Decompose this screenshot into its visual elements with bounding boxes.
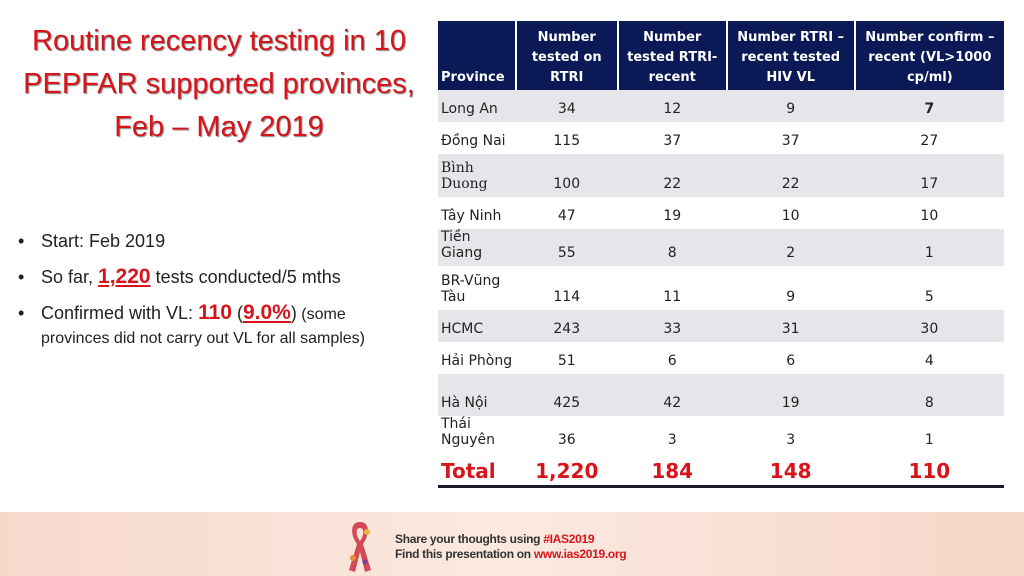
table-cell: 51 bbox=[557, 353, 576, 369]
bullet-list: Start: Feb 2019 So far, 1,220 tests condu… bbox=[18, 230, 418, 364]
table-cell: 37 bbox=[781, 133, 800, 149]
table-cell: 4 bbox=[924, 353, 934, 369]
table-cell: 30 bbox=[920, 321, 939, 337]
bullet-text: Confirmed with VL: bbox=[41, 303, 199, 323]
table-cell: Long An bbox=[441, 101, 498, 117]
table-row: Thái Nguyên 36 3 3 1 bbox=[438, 416, 1004, 453]
header-cell: Number RTRI – recent tested HIV VL bbox=[725, 21, 855, 90]
table-cell: 11 bbox=[663, 289, 682, 305]
footer-text: Find this presentation on bbox=[395, 547, 534, 561]
table-cell: 42 bbox=[663, 395, 682, 411]
table-cell: 1 bbox=[924, 432, 934, 448]
bullet-text: ( bbox=[231, 303, 243, 323]
bullet-text: Start: Feb 2019 bbox=[41, 231, 166, 251]
slide-title: Routine recency testing in 10 PEPFAR sup… bbox=[23, 25, 415, 143]
table-cell: Bình Duong bbox=[441, 160, 488, 192]
table-cell: 47 bbox=[557, 208, 576, 224]
table-cell: 3 bbox=[786, 432, 796, 448]
footer-line: Find this presentation on www.ias2019.or… bbox=[395, 547, 627, 562]
header-cell: Number confirm – recent (VL>1000 cp/ml) bbox=[853, 21, 1004, 90]
data-table: Province Number tested on RTRI Number test… bbox=[438, 21, 1004, 488]
bullet-text: 1,220 bbox=[98, 265, 151, 288]
header-cell: Province bbox=[438, 21, 516, 90]
table-cell: Thái Nguyên bbox=[441, 416, 496, 448]
table-cell: 22 bbox=[781, 176, 800, 192]
bullet-text: So far, bbox=[41, 267, 99, 287]
total-cell: 184 bbox=[617, 453, 727, 488]
table-cell: 22 bbox=[663, 176, 682, 192]
bullet-text: tests conducted/5 mths bbox=[150, 267, 341, 287]
table-cell: 3 bbox=[667, 432, 677, 448]
table-cell: 37 bbox=[663, 133, 682, 149]
table-cell: 6 bbox=[667, 353, 677, 369]
table-row: Bình Duong 100 22 22 17 bbox=[438, 154, 1004, 197]
table-cell: 19 bbox=[781, 395, 800, 411]
bullet-text: ) bbox=[290, 303, 297, 323]
ribbon-icon bbox=[349, 522, 371, 572]
total-cell: 110 bbox=[854, 453, 1004, 488]
total-cell: 1,220 bbox=[515, 453, 618, 488]
footer-text: #IAS2019 bbox=[543, 532, 595, 546]
table-cell: 34 bbox=[557, 101, 576, 117]
table-cell: 31 bbox=[781, 321, 800, 337]
table-row: HCMC 243 33 31 30 bbox=[438, 310, 1004, 342]
bullet: So far, 1,220 tests conducted/5 mths bbox=[18, 265, 418, 289]
table-cell: 27 bbox=[920, 133, 939, 149]
table-cell: HCMC bbox=[441, 321, 484, 337]
table-cell: Đồng Nai bbox=[441, 133, 506, 149]
bullet-text: (some provinces did not carry out VL for… bbox=[41, 306, 365, 347]
table-cell: 10 bbox=[781, 208, 800, 224]
header-cell: Number tested on RTRI bbox=[514, 21, 618, 90]
footer-text: www.ias2019.org bbox=[533, 547, 627, 561]
table-cell: Hà Nội bbox=[441, 395, 488, 411]
table-cell: 100 bbox=[553, 176, 581, 192]
bullet: Confirmed with VL: 110 (9.0%) (some prov… bbox=[18, 302, 418, 350]
footer-line: Share your thoughts using #IAS2019 bbox=[395, 532, 626, 547]
table-cell: Tây Ninh bbox=[441, 208, 502, 224]
table-cell: 8 bbox=[667, 245, 677, 261]
table-row: Tiền Giang 55 8 2 1 bbox=[438, 229, 1004, 266]
table-cell: BR-Vũng Tàu bbox=[441, 273, 501, 305]
table-cell: Hải Phòng bbox=[441, 353, 513, 369]
table-cell: 12 bbox=[663, 101, 682, 117]
table-cell: 36 bbox=[557, 432, 576, 448]
bullet: Start: Feb 2019 bbox=[18, 230, 418, 252]
table-cell: 6 bbox=[786, 353, 796, 369]
table-cell: 243 bbox=[553, 321, 581, 337]
table-row: Hải Phòng 51 6 6 4 bbox=[438, 342, 1004, 374]
table-cell: 9 bbox=[786, 101, 796, 117]
table-cell: 114 bbox=[553, 289, 581, 305]
table-cell: Tiền Giang bbox=[441, 229, 483, 261]
table-cell: 115 bbox=[553, 133, 581, 149]
table-row: Hà Nội 425 42 19 8 bbox=[438, 374, 1004, 416]
table-row: BR-Vũng Tàu 114 11 9 5 bbox=[438, 266, 1004, 310]
table-row: Tây Ninh 47 19 10 10 bbox=[438, 197, 1004, 229]
table-cell: 17 bbox=[920, 176, 939, 192]
table-cell: 2 bbox=[786, 245, 796, 261]
footer-band: Share your thoughts using #IAS2019 Find t… bbox=[0, 512, 1024, 576]
table-cell: 33 bbox=[663, 321, 682, 337]
table-cell: 7 bbox=[924, 101, 935, 117]
table-cell: 1 bbox=[924, 245, 934, 261]
table-row: Đồng Nai 115 37 37 27 bbox=[438, 122, 1004, 154]
bullet-text: 9.0% bbox=[242, 301, 291, 324]
table-cell: 8 bbox=[924, 395, 934, 411]
table-row: Long An 34 12 9 7 bbox=[438, 90, 1004, 122]
total-cell: Total bbox=[438, 453, 516, 488]
table-cell: 425 bbox=[553, 395, 581, 411]
total-row: Total 1,220 184 148 110 bbox=[438, 453, 1004, 488]
table-cell: 19 bbox=[663, 208, 682, 224]
total-cell: 148 bbox=[726, 453, 855, 488]
header-cell: Number tested RTRI-recent bbox=[616, 21, 727, 90]
footer-text: Share your thoughts using #IAS2019 Find t… bbox=[395, 532, 627, 562]
table-cell: 55 bbox=[557, 245, 576, 261]
table-cell: 9 bbox=[786, 289, 796, 305]
table-cell: 5 bbox=[924, 289, 934, 305]
footer-text: Share your thoughts using bbox=[395, 532, 544, 546]
table-cell: 10 bbox=[920, 208, 939, 224]
bullet-text: 110 bbox=[198, 301, 232, 324]
